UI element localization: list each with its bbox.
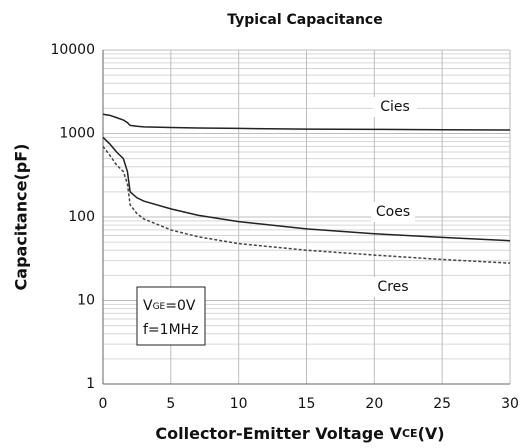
chart-title: Typical Capacitance [227,12,382,28]
x-tick-label: 5 [166,396,175,412]
series-label-bg [371,202,415,222]
x-tick-label: 25 [433,396,451,412]
y-axis-label: Capacitance(pF) [12,144,31,291]
x-tick-label: 15 [298,396,316,412]
series-label: Cies [380,99,410,115]
x-tick-label: 0 [99,396,108,412]
annotation-sub: GE [153,302,166,312]
annotation-line: f=1MHz [143,322,199,338]
x-label-sub: CE [402,427,418,440]
annotation-main: V [143,298,153,314]
y-tick-label: 1000 [59,126,95,142]
x-axis-label: Collector-Emitter Voltage VCE(V) [155,424,444,443]
x-label-main: Collector-Emitter Voltage V [155,424,402,443]
series-label-bg [373,97,417,117]
series-label-bg [371,277,415,297]
x-label-tail: (V) [418,424,445,443]
annotation-box [136,286,206,346]
series-line [102,136,511,242]
y-tick-label: 10 [77,293,95,309]
x-tick-label: 10 [230,396,248,412]
x-tick-label: 20 [365,396,383,412]
y-tick-label: 1 [86,376,95,392]
annotation-tail: =0V [165,298,196,314]
series-label: Coes [376,204,410,220]
y-tick-label: 10000 [50,42,95,58]
series-label: Cres [377,279,408,295]
x-tick-label: 30 [501,396,519,412]
y-tick-label: 100 [68,209,95,225]
series-line [102,145,511,264]
annotation-line: VGE=0V [143,298,196,314]
series-line [102,113,511,131]
